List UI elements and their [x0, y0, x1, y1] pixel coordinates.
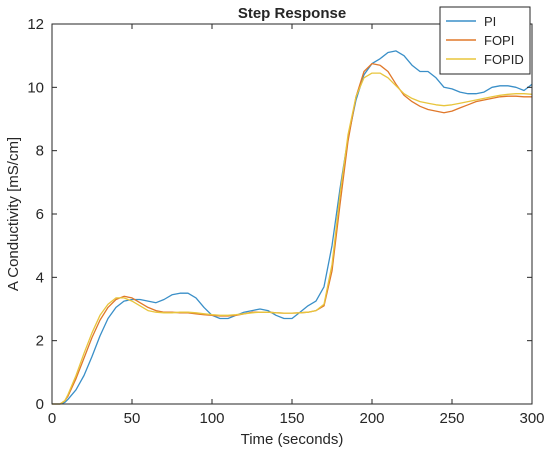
legend-label-fopi: FOPI: [484, 33, 514, 48]
y-tick-label: 0: [36, 396, 44, 413]
plot-background: [52, 24, 532, 404]
series-line-pi: [52, 50, 533, 405]
y-tick-label: 12: [27, 16, 44, 33]
y-tick-label: 2: [36, 333, 44, 350]
x-axis-title: Time (seconds): [241, 431, 344, 448]
y-tick-label: 10: [27, 79, 44, 96]
x-tick-label: 250: [439, 410, 464, 427]
x-tick-label: 100: [199, 410, 224, 427]
axes: 0 50 100 150 200 250 300 0 2 4 6 8 10 12: [27, 16, 544, 427]
legend: PI FOPI FOPID: [439, 6, 531, 75]
y-tick-label: 6: [36, 206, 44, 223]
y-tick-label: 8: [36, 143, 44, 160]
x-tick-label: 50: [124, 410, 141, 427]
x-tick-label: 0: [48, 410, 56, 427]
chart-title: Step Response: [238, 5, 346, 22]
y-axis-title: A Conductivity [mS/cm]: [5, 137, 22, 291]
plot-area: [52, 24, 533, 405]
y-tick-label: 4: [36, 269, 44, 286]
x-tick-label: 300: [519, 410, 544, 427]
x-tick-label: 200: [359, 410, 384, 427]
x-tick-label: 150: [279, 410, 304, 427]
legend-label-fopid: FOPID: [484, 52, 524, 67]
series-line-fopid: [52, 72, 533, 405]
legend-label-pi: PI: [484, 14, 496, 29]
